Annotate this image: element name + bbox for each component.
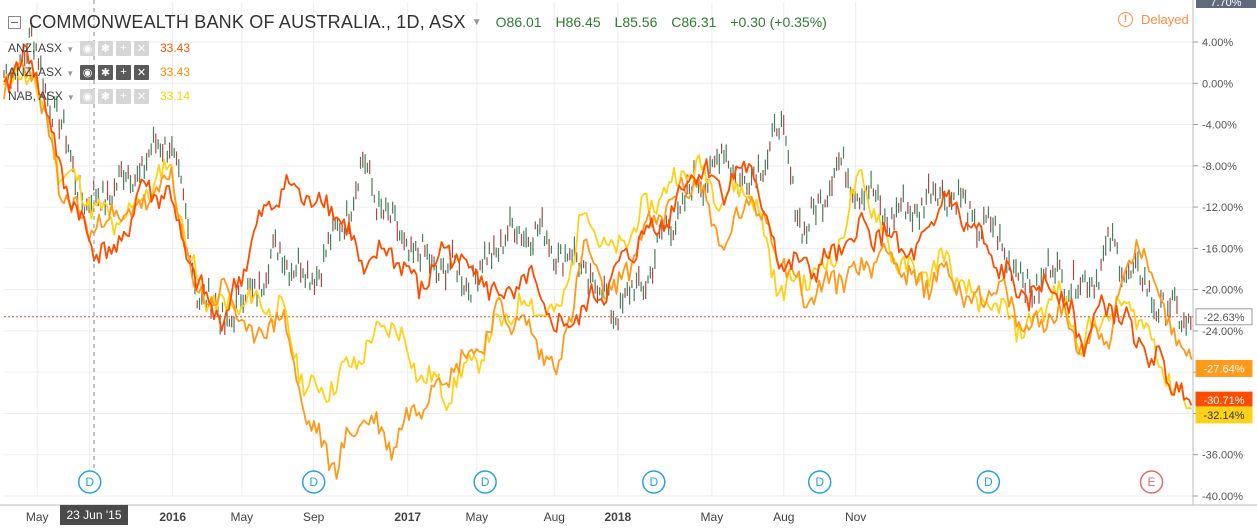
close-value: C86.31 (671, 14, 717, 30)
compare-row[interactable]: NAB, ASX ▼ ◉ ✱ + ✕ 33.14 (8, 84, 837, 108)
y-tick-label: -20.00% (1202, 285, 1243, 297)
change-value: +0.30 (+0.35%) (730, 14, 827, 30)
event-marker[interactable] (807, 470, 832, 494)
collapse-icon[interactable] (8, 15, 21, 29)
x-tick-label: Aug (773, 510, 794, 524)
gear-icon[interactable]: ✱ (98, 40, 113, 56)
info-icon: ! (1118, 12, 1133, 27)
close-icon[interactable]: ✕ (134, 88, 149, 104)
event-label: D (815, 475, 824, 489)
x-tick-label: May (26, 510, 49, 524)
gear-icon[interactable]: ✱ (98, 64, 113, 80)
x-tick-label: May (465, 510, 488, 524)
crosshair-date-label: 23 Jun '15 (66, 508, 121, 522)
chevron-down-icon[interactable]: ▼ (64, 93, 75, 102)
open-value: O86.01 (495, 14, 542, 30)
eye-icon[interactable]: ◉ (80, 88, 95, 104)
event-marker[interactable] (642, 470, 666, 494)
compare-symbol[interactable]: ANZ, ASX ▼ (8, 65, 75, 79)
y-top-label: 7.70% (1210, 0, 1241, 9)
event-marker[interactable] (301, 470, 326, 494)
compare-row[interactable]: ANZ, ASX ▼ ◉ ✱ + ✕ 33.43 (8, 36, 837, 60)
event-marker[interactable] (77, 470, 102, 494)
y-top-label-bg (1196, 0, 1256, 8)
event-label: D (85, 475, 94, 489)
crosshair-date-bg (60, 505, 128, 525)
last-value-box (1195, 406, 1253, 424)
last-value-box (1195, 308, 1253, 326)
x-tick-label: Aug (544, 510, 565, 524)
x-tick-label: 2018 (605, 510, 632, 524)
event-label: D (649, 475, 658, 489)
x-tick-label: 2016 (159, 510, 186, 524)
event-marker[interactable] (976, 470, 1001, 494)
y-tick-label: -8.00% (1202, 161, 1237, 173)
y-tick-label: -40.00% (1202, 491, 1243, 503)
y-tick-label: -24.00% (1202, 326, 1243, 338)
plus-icon[interactable]: + (116, 64, 131, 80)
plus-icon[interactable]: + (116, 40, 131, 56)
event-marker[interactable] (473, 470, 497, 494)
event-label: D (984, 475, 993, 489)
x-tick-label: Sep (303, 510, 325, 524)
last-value-label: -32.14% (1204, 410, 1245, 422)
ohlc-values: O86.01 H86.45 L85.56 C86.31 +0.30 (+0.35… (496, 14, 837, 30)
compare-value: 33.43 (160, 65, 191, 79)
low-value: L85.56 (614, 14, 658, 30)
chevron-down-icon[interactable]: ▼ (471, 16, 482, 28)
eye-icon[interactable]: ◉ (80, 40, 95, 56)
high-value: H86.45 (555, 14, 601, 30)
x-tick-label: Nov (845, 510, 866, 524)
event-marker[interactable] (1139, 470, 1164, 494)
x-tick-label: May (230, 510, 253, 524)
last-value-label: -30.71% (1204, 395, 1245, 407)
y-tick-label: -16.00% (1202, 243, 1243, 255)
compare-row[interactable]: ANZ, ASX ▼ ◉ ✱ + ✕ 33.43 (8, 60, 837, 84)
eye-icon[interactable]: ◉ (80, 64, 95, 80)
compare-symbol[interactable]: NAB, ASX ▼ (8, 89, 75, 103)
legend: COMMONWEALTH BANK OF AUSTRALIA., 1D, ASX… (8, 8, 837, 108)
chevron-down-icon[interactable]: ▼ (64, 45, 75, 54)
close-icon[interactable]: ✕ (134, 40, 149, 56)
delayed-badge[interactable]: ! Delayed (1118, 12, 1189, 27)
compare-value: 33.43 (160, 41, 191, 55)
y-tick-label: -36.00% (1202, 450, 1243, 462)
series-line-anz1 (3, 43, 1193, 406)
delayed-label: Delayed (1141, 12, 1189, 27)
last-value-label: -27.64% (1204, 363, 1245, 375)
gear-icon[interactable]: ✱ (98, 88, 113, 104)
chevron-down-icon[interactable]: ▼ (64, 69, 75, 78)
series-line-anz2 (3, 59, 1193, 480)
event-label: D (481, 475, 490, 489)
y-tick-label: 0.00% (1202, 78, 1233, 90)
compare-symbol[interactable]: ANZ, ASX ▼ (8, 41, 75, 55)
event-label: E (1148, 475, 1156, 489)
y-tick-label: 4.00% (1202, 37, 1233, 49)
last-value-box (1195, 359, 1253, 377)
y-tick-label: -12.00% (1202, 202, 1243, 214)
compare-value: 33.14 (160, 89, 191, 103)
x-tick-label: 2017 (394, 510, 421, 524)
x-tick-label: May (701, 510, 724, 524)
close-icon[interactable]: ✕ (134, 64, 149, 80)
symbol-title[interactable]: COMMONWEALTH BANK OF AUSTRALIA., 1D, ASX (29, 11, 466, 32)
last-value-label: -22.63% (1204, 312, 1245, 324)
plus-icon[interactable]: + (116, 88, 131, 104)
y-tick-label: -4.00% (1202, 120, 1237, 132)
event-label: D (309, 475, 318, 489)
